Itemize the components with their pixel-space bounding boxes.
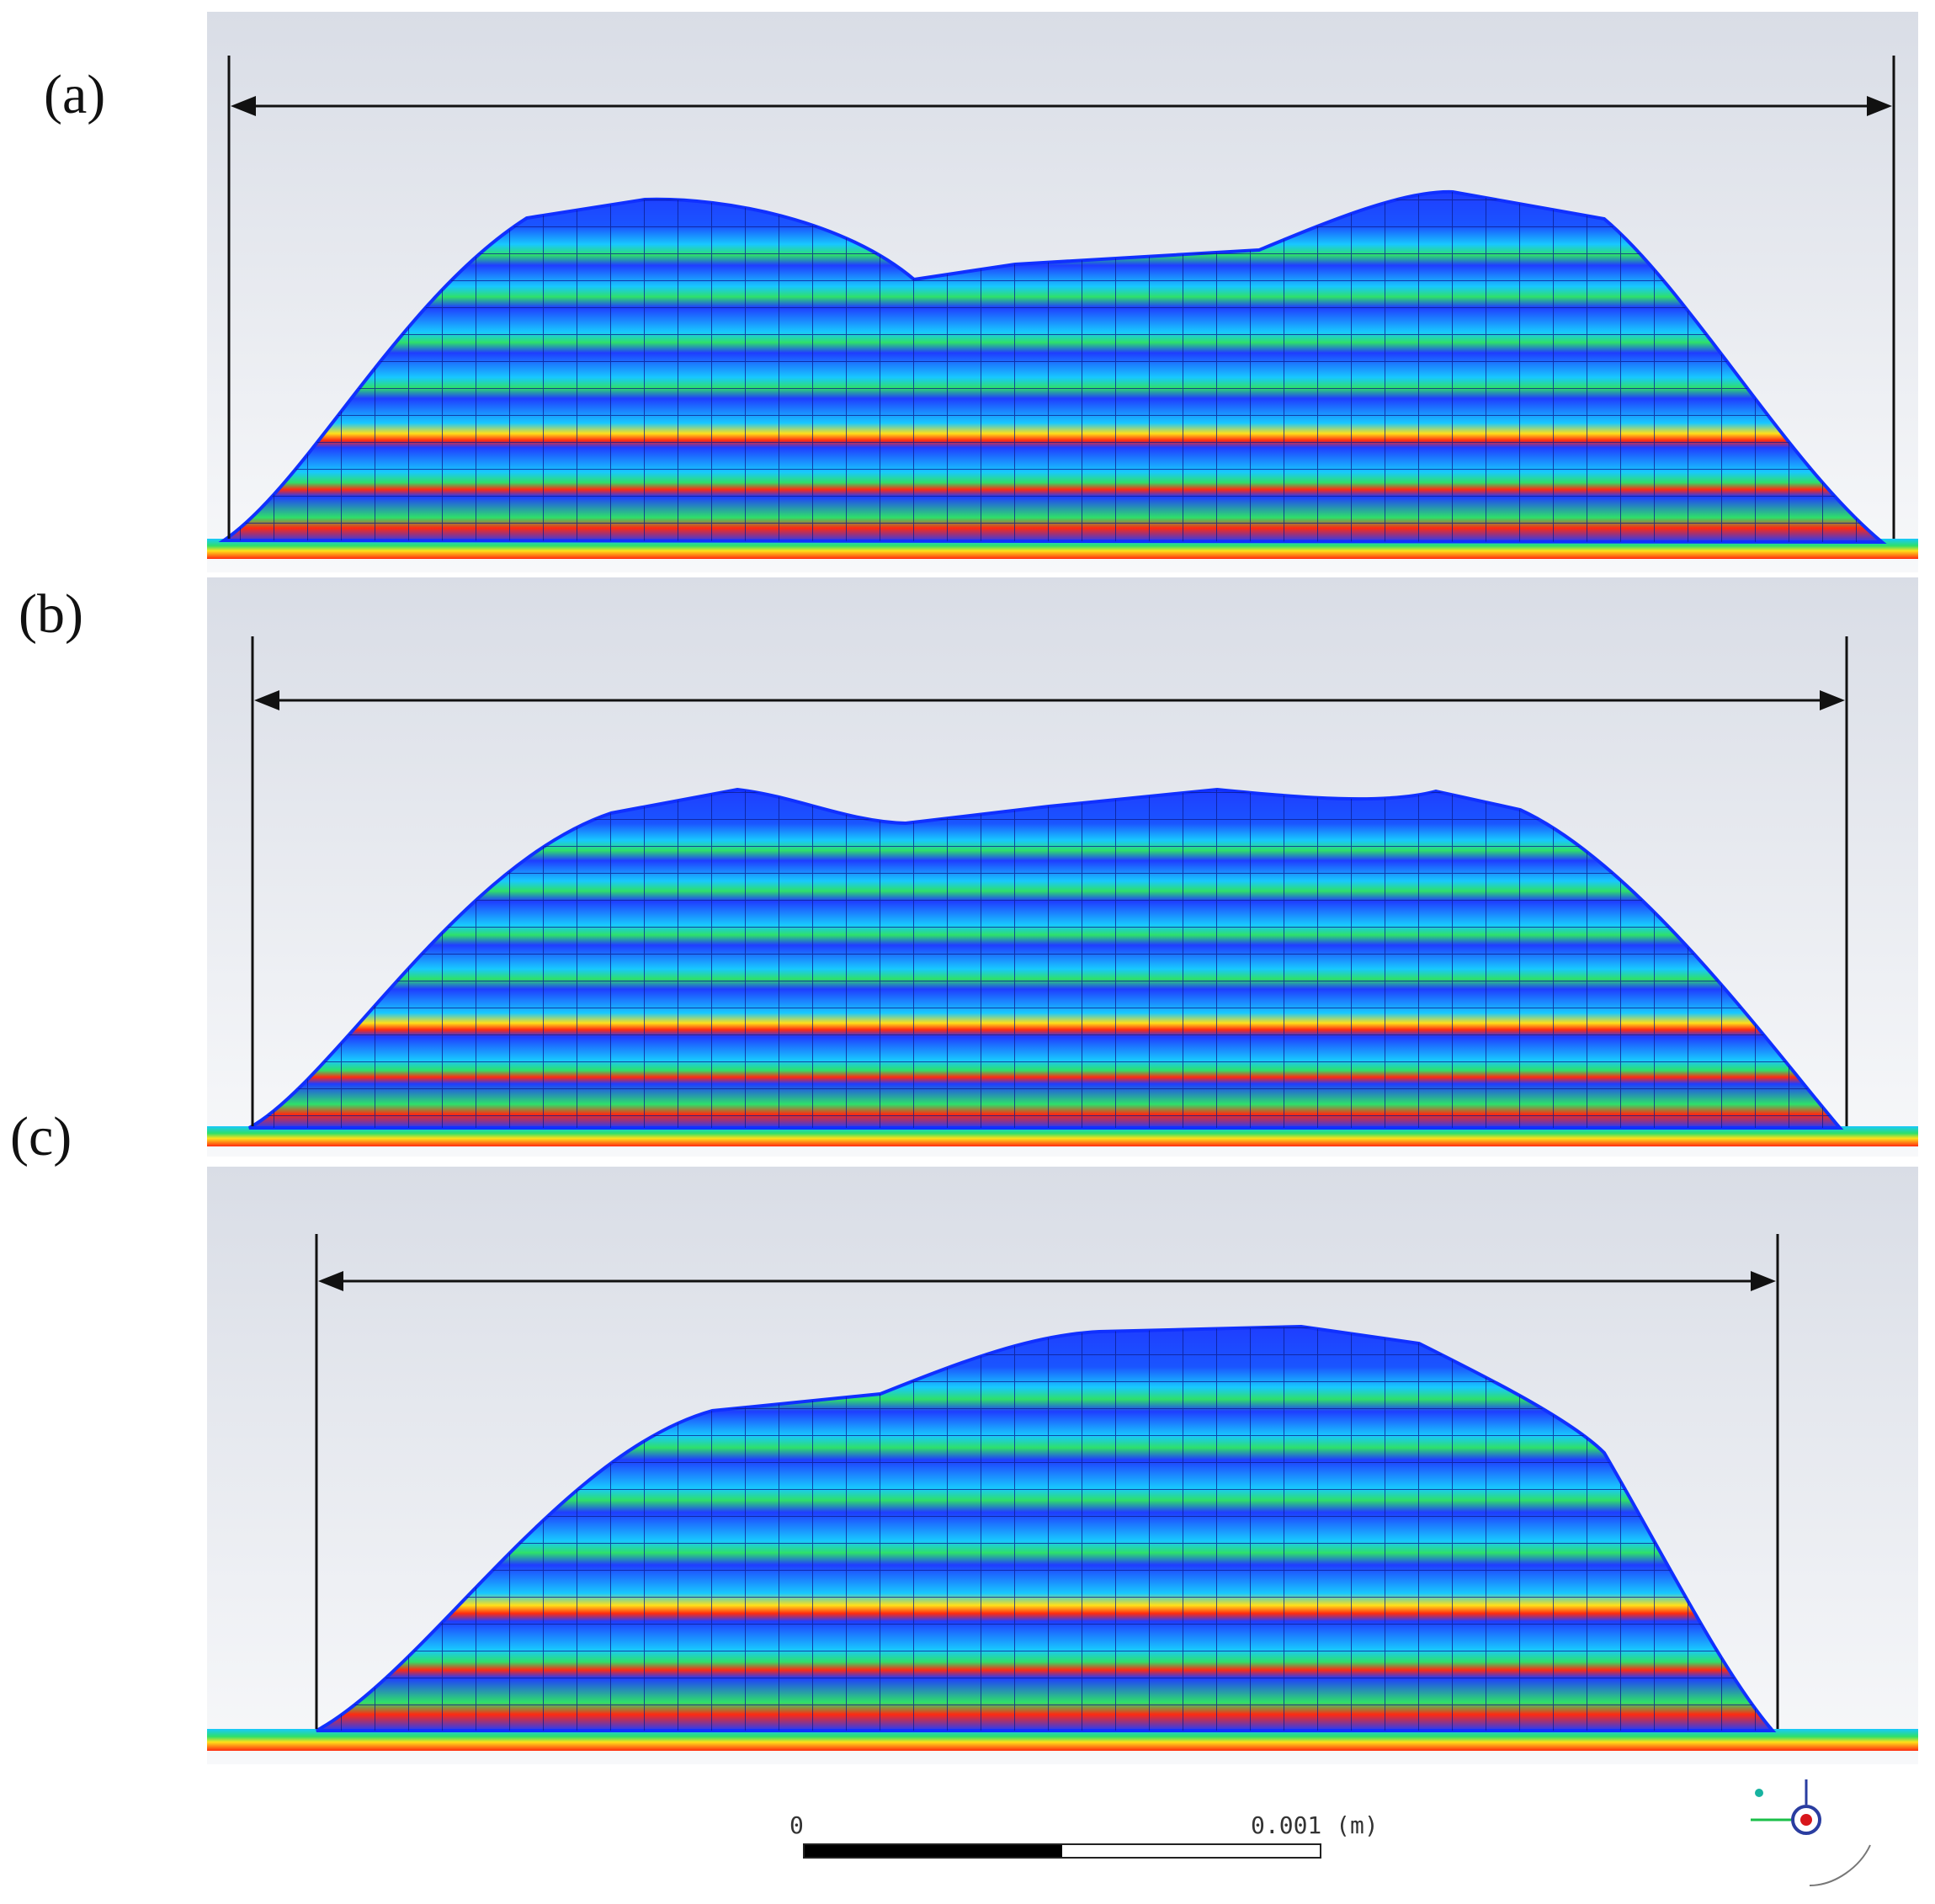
scale-bar-end-label: 0.001 (m) bbox=[1251, 1811, 1379, 1839]
panel-b-track-profile bbox=[207, 577, 1918, 1157]
panel-label-a: (a) bbox=[44, 64, 106, 125]
panel-label-b: (b) bbox=[19, 583, 83, 645]
panel-c-track-profile bbox=[207, 1167, 1918, 1764]
panel-label-c: (c) bbox=[10, 1106, 72, 1167]
panel-a-track-profile bbox=[207, 12, 1918, 572]
panel-c-render bbox=[207, 1167, 1918, 1764]
scale-bar-black-segment bbox=[805, 1845, 1062, 1857]
axis-triad-icon bbox=[1717, 1768, 1902, 1894]
scale-bar bbox=[803, 1843, 1321, 1859]
scale-bar-start-label: 0 bbox=[789, 1811, 804, 1839]
panel-b-render bbox=[207, 577, 1918, 1157]
panel-a-render bbox=[207, 12, 1918, 572]
